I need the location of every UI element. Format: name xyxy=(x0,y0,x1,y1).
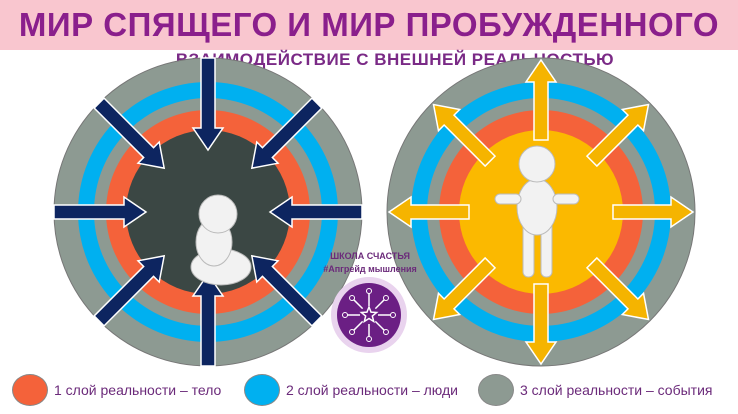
logo-ray-dot xyxy=(382,328,389,335)
arrow-inward xyxy=(93,97,166,170)
sleeper-figure-head xyxy=(198,194,238,234)
school-name: ШКОЛА СЧАСТЬЯ xyxy=(330,251,410,261)
legend-swatch-gray xyxy=(478,374,514,406)
arrow-inward xyxy=(268,195,363,229)
awake-figure-arm-right xyxy=(552,193,580,205)
logo-ray-dot xyxy=(342,312,348,318)
legend-swatch-orange xyxy=(12,374,48,406)
page-title: МИР СПЯЩЕГО И МИР ПРОБУЖДЕННОГО xyxy=(0,0,738,50)
arrow-inward xyxy=(250,97,323,170)
logo-ray xyxy=(352,320,364,332)
awake-figure-body xyxy=(516,178,558,236)
legend-item-layer1: 1 слой реальности – тело xyxy=(12,374,221,406)
legend-swatch-blue xyxy=(244,374,280,406)
school-tagline: #Апгрейд мышления xyxy=(323,264,417,274)
logo-ray xyxy=(352,298,364,310)
legend-label: 1 слой реальности – тело xyxy=(54,382,222,398)
logo-ray-dot xyxy=(382,295,389,302)
star-icon xyxy=(359,304,379,324)
legend-item-layer2: 2 слой реальности – люди xyxy=(244,374,458,406)
arrow-outward xyxy=(585,256,650,321)
logo-ray-dot xyxy=(390,312,396,318)
arrow-outward xyxy=(524,283,558,366)
arrow-outward xyxy=(387,195,470,229)
arrow-inward xyxy=(191,57,225,152)
awake-figure-head xyxy=(518,145,556,183)
logo-badge xyxy=(337,283,401,347)
logo-ray-dot xyxy=(349,295,356,302)
legend-label: 2 слой реальности – люди xyxy=(286,382,458,398)
arrow-inward xyxy=(93,254,166,327)
logo-ray-dot xyxy=(366,288,372,294)
legend-label: 3 слой реальности – события xyxy=(520,382,713,398)
logo-ray-dot xyxy=(366,336,372,342)
awake-figure-arm-left xyxy=(494,193,522,205)
arrow-outward xyxy=(432,103,497,168)
arrow-outward xyxy=(432,256,497,321)
logo-ray xyxy=(374,298,386,310)
arrow-outward xyxy=(524,58,558,141)
arrow-outward xyxy=(612,195,695,229)
legend-item-layer3: 3 слой реальности – события xyxy=(478,374,712,406)
school-label: ШКОЛА СЧАСТЬЯ #Апгрейд мышления xyxy=(300,250,440,276)
arrow-outward xyxy=(585,103,650,168)
arrow-inward xyxy=(250,254,323,327)
arrow-inward xyxy=(53,195,148,229)
logo-ray-dot xyxy=(349,328,356,335)
logo-ray xyxy=(374,320,386,332)
